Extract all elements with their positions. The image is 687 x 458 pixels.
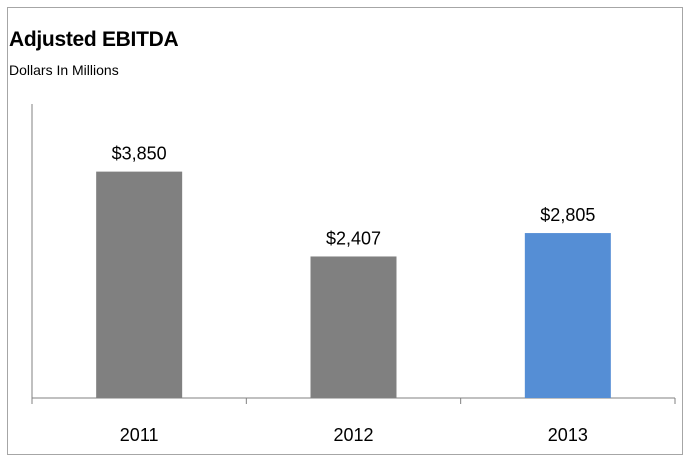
bar-2011	[96, 171, 183, 398]
data-label-2011: $3,850	[112, 144, 167, 164]
bar-2012	[310, 256, 397, 398]
x-tick-label-2013: 2013	[548, 425, 588, 445]
x-tick-label-2012: 2012	[333, 425, 373, 445]
data-label-2013: $2,805	[540, 205, 595, 225]
bar-2013	[524, 233, 611, 398]
chart-subtitle: Dollars In Millions	[9, 62, 119, 78]
x-tick-label-2011: 2011	[120, 425, 159, 445]
data-label-2012: $2,407	[326, 228, 381, 248]
chart-title: Adjusted EBITDA	[9, 28, 179, 51]
